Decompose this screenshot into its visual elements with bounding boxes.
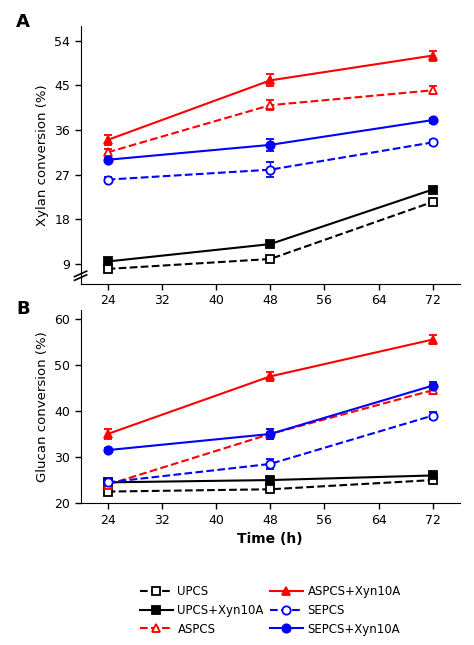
Text: B: B	[16, 300, 30, 318]
Y-axis label: Xylan conversion (%): Xylan conversion (%)	[36, 84, 49, 226]
X-axis label: Time (h): Time (h)	[237, 313, 303, 327]
X-axis label: Time (h): Time (h)	[237, 532, 303, 546]
Text: A: A	[16, 13, 30, 31]
Y-axis label: Glucan conversion (%): Glucan conversion (%)	[36, 331, 49, 482]
Legend: UPCS, UPCS+Xyn10A, ASPCS, ASPCS+Xyn10A, SEPCS, SEPCS+Xyn10A: UPCS, UPCS+Xyn10A, ASPCS, ASPCS+Xyn10A, …	[136, 581, 404, 639]
